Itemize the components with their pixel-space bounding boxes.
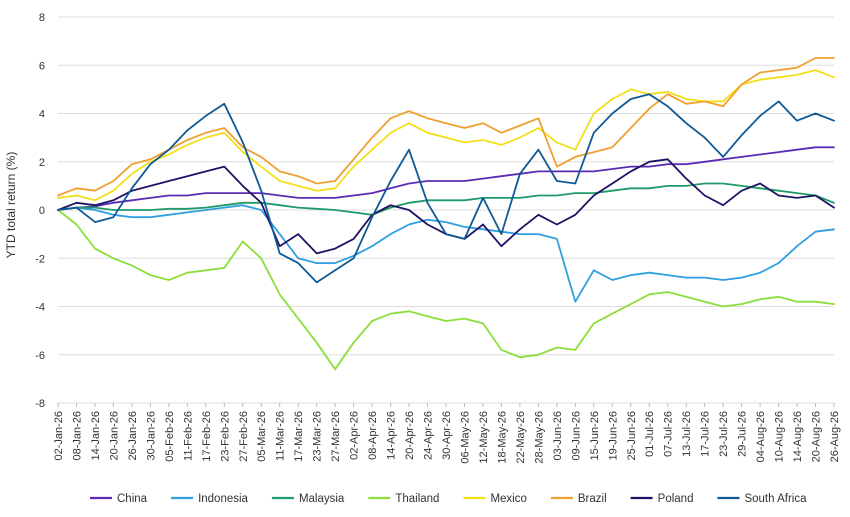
x-tick-label: 15-Jun-26 (589, 411, 601, 461)
legend-label: Malaysia (299, 493, 345, 505)
legend-item-thailand: Thailand (368, 493, 439, 505)
x-tick-label: 05-Mar-26 (256, 411, 268, 462)
legend: China Indonesia Malaysia Thailand Mexico Braz… (90, 493, 807, 505)
x-tick-label: 09-Jun-26 (570, 411, 582, 461)
x-tick-label: 27-Feb-26 (238, 411, 250, 462)
x-tick-label: 17-Feb-26 (201, 411, 213, 462)
y-tick-label: 2 (39, 157, 45, 169)
legend-label: Indonesia (198, 493, 248, 505)
x-tick-label: 17-Mar-26 (293, 411, 305, 462)
x-tick-label: 13-Jul-26 (681, 411, 693, 457)
y-axis-ticks: 8 6 4 2 0 -2 -4 -6 -8 (35, 12, 45, 410)
x-tick-label: 30-Jan-26 (145, 411, 157, 461)
y-tick-label: 6 (39, 60, 45, 72)
legend-label: South Africa (744, 493, 807, 505)
series-line-poland (57, 158, 835, 255)
x-tick-label: 19-Jun-26 (607, 411, 619, 461)
legend-item-brazil: Brazil (550, 493, 607, 505)
y-tick-label: -4 (35, 302, 45, 314)
legend-item-indonesia: Indonesia (171, 493, 249, 505)
x-tick-label: 25-Jun-26 (626, 411, 638, 461)
legend-item-poland: Poland (630, 493, 694, 505)
x-tick-label: 10-Aug-26 (774, 411, 786, 462)
series-line-brazil (57, 57, 835, 197)
y-tick-label: 0 (39, 205, 45, 217)
legend-item-mexico: Mexico (463, 493, 527, 505)
legend-label: Mexico (490, 493, 526, 505)
x-axis-ticks: 02-Jan-26 08-Jan-26 14-Jan-26 20-Jan-26 26-J… (53, 403, 841, 464)
x-tick-label: 08-Jan-26 (71, 411, 83, 461)
x-tick-label: 26-Jan-26 (127, 411, 139, 461)
y-tick-label: -8 (35, 398, 45, 410)
y-axis-label: YTD total return (%) (4, 152, 18, 259)
y-tick-label: 8 (39, 12, 45, 24)
x-tick-label: 07-Jul-26 (663, 411, 675, 457)
x-tick-label: 24-Apr-26 (423, 411, 435, 460)
x-tick-label: 12-May-26 (478, 411, 490, 464)
y-tick-label: -2 (35, 253, 45, 265)
series-lines (57, 57, 835, 371)
x-tick-label: 14-Apr-26 (386, 411, 398, 460)
x-tick-label: 04-Aug-26 (755, 411, 767, 462)
series-line-south-africa (57, 93, 835, 284)
legend-label: Poland (658, 493, 694, 505)
x-tick-label: 27-Mar-26 (330, 411, 342, 462)
x-tick-label: 20-Apr-26 (404, 411, 416, 460)
x-tick-label: 18-May-26 (496, 411, 508, 464)
series-line-thailand (57, 209, 835, 371)
x-tick-label: 03-Jun-26 (552, 411, 564, 461)
x-tick-label: 26-Aug-26 (829, 411, 841, 462)
legend-item-malaysia: Malaysia (271, 493, 345, 505)
series-line-indonesia (57, 204, 835, 303)
x-tick-label: 01-Jul-26 (644, 411, 656, 457)
x-tick-label: 11-Mar-26 (275, 411, 287, 461)
x-tick-label: 29-Jul-26 (737, 411, 749, 457)
y-tick-label: 4 (39, 109, 45, 121)
x-tick-label: 05-Feb-26 (164, 411, 176, 462)
x-tick-label: 06-May-26 (459, 411, 471, 464)
x-tick-label: 17-Jul-26 (700, 411, 712, 457)
x-tick-label: 23-Jul-26 (718, 411, 730, 457)
x-tick-label: 22-May-26 (515, 411, 527, 464)
x-tick-label: 30-Apr-26 (441, 411, 453, 460)
x-tick-label: 02-Jan-26 (53, 411, 65, 461)
x-tick-label: 08-Apr-26 (367, 411, 379, 460)
x-tick-label: 28-May-26 (533, 411, 545, 464)
legend-item-china: China (90, 493, 148, 505)
x-tick-label: 23-Mar-26 (312, 411, 324, 462)
legend-item-south-africa: South Africa (717, 493, 807, 505)
legend-label: China (117, 493, 148, 505)
x-tick-label: 02-Apr-26 (349, 411, 361, 460)
y-tick-label: -6 (35, 350, 45, 362)
x-tick-label: 23-Feb-26 (219, 411, 231, 462)
gridlines (58, 16, 834, 404)
x-tick-label: 20-Jan-26 (108, 411, 120, 461)
x-tick-label: 20-Aug-26 (811, 411, 823, 462)
series-line-china (57, 146, 835, 211)
legend-label: Brazil (578, 493, 607, 505)
legend-label: Thailand (395, 493, 439, 505)
x-tick-label: 14-Jan-26 (90, 411, 102, 461)
x-tick-label: 14-Aug-26 (792, 411, 804, 462)
x-tick-label: 11-Feb-26 (182, 411, 194, 461)
series-line-malaysia (57, 182, 835, 216)
